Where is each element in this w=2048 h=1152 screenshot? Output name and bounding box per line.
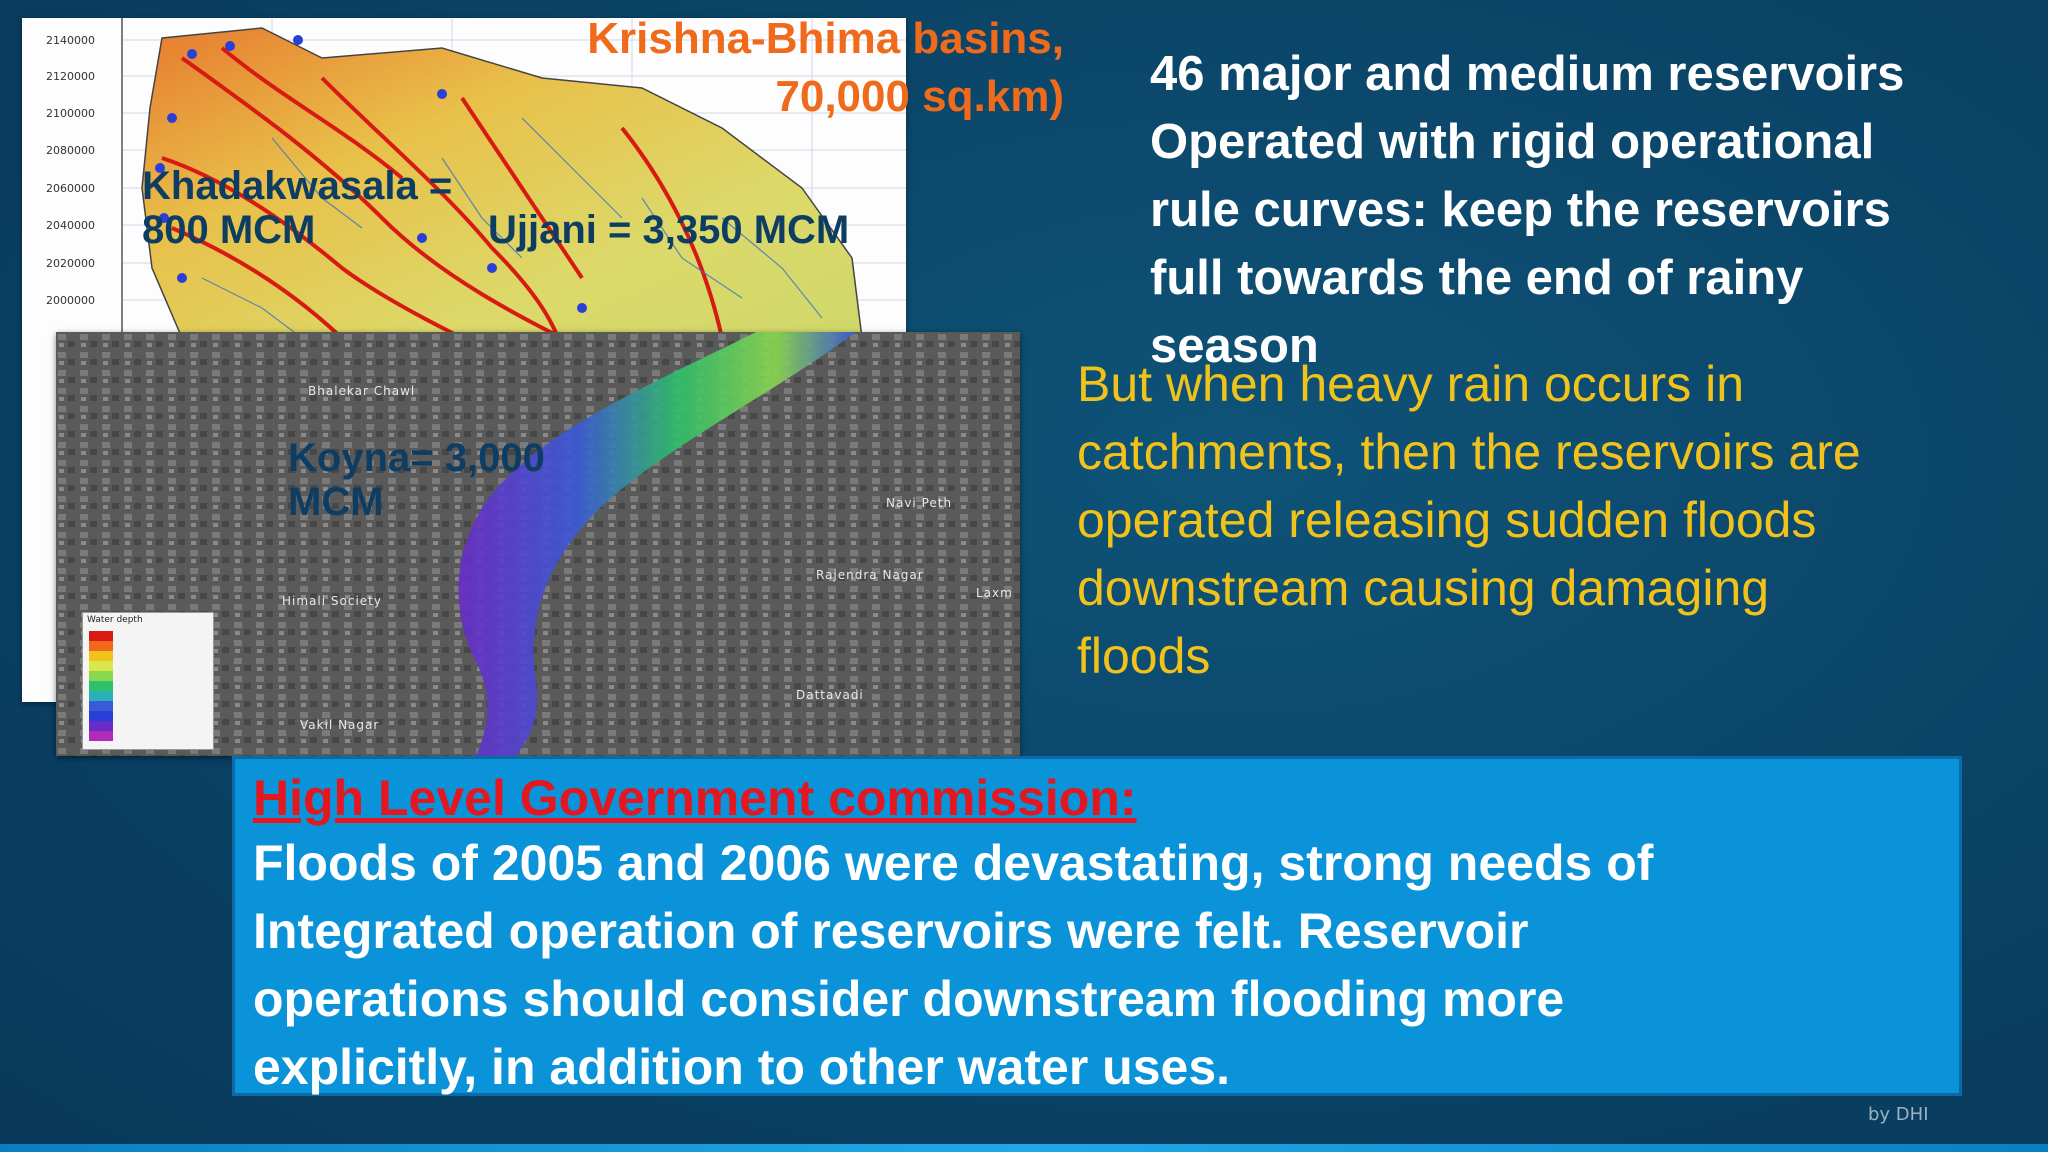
basin-title-line2: 70,000 sq.km) — [775, 72, 1064, 121]
dhi-credit: by DHI — [1868, 1104, 1929, 1125]
khadakwasala-line1: Khadakwasala = — [142, 164, 453, 208]
commission-line: operations should consider downstream fl… — [253, 971, 1565, 1027]
reservoir-line: 46 major and medium reservoirs — [1150, 47, 1905, 101]
place-label: Himali Society — [282, 594, 382, 608]
rain-line: operated releasing sudden floods — [1077, 492, 1817, 548]
water-depth-legend: Water depth — [82, 612, 214, 750]
y-tick-label: 2000000 — [46, 294, 95, 307]
place-label: Dattavadi — [796, 688, 864, 702]
reservoir-line: full towards the end of rainy — [1150, 251, 1804, 305]
y-tick-label: 2140000 — [46, 34, 95, 47]
reservoir-line: season — [1150, 319, 1319, 373]
place-label: Rajendra Nagar — [816, 568, 924, 582]
bottom-accent-bar — [0, 1144, 2048, 1152]
commission-line: explicitly, in addition to other water u… — [253, 1039, 1231, 1095]
flood-map-image: Bhalekar Chawl Navi Peth Rajendra Nagar … — [56, 332, 1020, 756]
y-tick-label: 2020000 — [46, 257, 95, 270]
legend-title: Water depth — [87, 615, 143, 625]
koyna-line2: MCM — [288, 480, 384, 524]
place-label: Bhalekar Chawl — [308, 384, 416, 398]
rain-line: But when heavy rain occurs in — [1077, 356, 1745, 412]
ujjani-label: Ujjani = 3,350 MCM — [488, 208, 850, 252]
rain-line: floods — [1077, 628, 1211, 684]
basin-title: Krishna-Bhima basins, 70,000 sq.km) — [480, 10, 1064, 126]
reservoir-description: 46 major and medium reservoirs Operated … — [1150, 40, 2030, 380]
koyna-line1: Koyna= 3,000 — [288, 436, 545, 480]
commission-box: High Level Government commission: Floods… — [232, 756, 1962, 1096]
y-tick-label: 2040000 — [46, 219, 95, 232]
y-tick-label: 2080000 — [46, 144, 95, 157]
reservoir-line: Operated with rigid operational — [1150, 115, 1875, 169]
commission-body: Floods of 2005 and 2006 were devastating… — [253, 829, 1941, 1101]
y-tick-label: 2100000 — [46, 107, 95, 120]
y-tick-label: 2120000 — [46, 70, 95, 83]
place-label: Laxm — [976, 586, 1013, 600]
commission-line: Floods of 2005 and 2006 were devastating… — [253, 835, 1654, 891]
reservoir-line: rule curves: keep the reservoirs — [1150, 183, 1891, 237]
khadakwasala-label: Khadakwasala = 800 MCM — [142, 164, 452, 252]
koyna-label: Koyna= 3,000 MCM — [288, 436, 545, 524]
heavy-rain-description: But when heavy rain occurs in catchments… — [1077, 350, 2017, 690]
khadakwasala-line2: 800 MCM — [142, 208, 316, 252]
commission-title: High Level Government commission: — [253, 770, 1137, 826]
rain-line: catchments, then the reservoirs are — [1077, 424, 1861, 480]
legend-color-scale — [89, 631, 113, 741]
commission-line: Integrated operation of reservoirs were … — [253, 903, 1529, 959]
flood-map-graphic — [56, 332, 1020, 756]
rain-line: downstream causing damaging — [1077, 560, 1770, 616]
place-label: Navi Peth — [886, 496, 953, 510]
basin-title-line1: Krishna-Bhima basins, — [587, 14, 1064, 63]
y-tick-label: 2060000 — [46, 182, 95, 195]
place-label: Vakil Nagar — [300, 718, 380, 732]
